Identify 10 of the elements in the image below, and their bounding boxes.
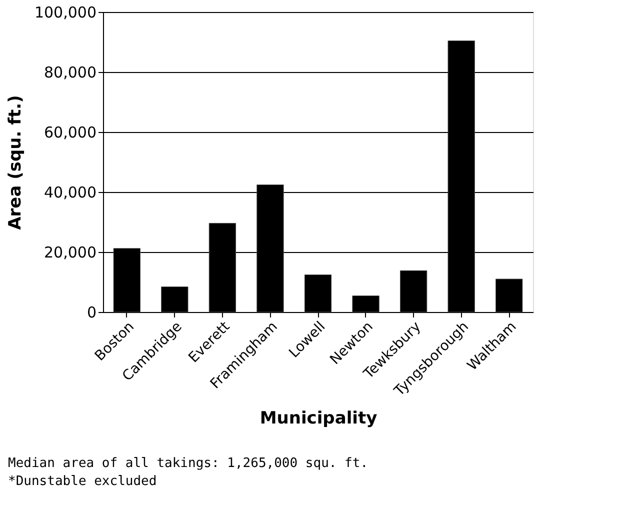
text: *Dunstable excluded [8, 474, 157, 489]
y-tick-label: 80,000 [44, 64, 96, 82]
y-tick-label: 0 [86, 304, 96, 322]
y-tick-label: 40,000 [44, 184, 96, 202]
y-tick-label: 60,000 [44, 124, 96, 142]
y-tick-label: 20,000 [44, 244, 96, 262]
x-axis-title: Municipality [260, 408, 378, 429]
y-axis-title: Area (squ. ft.) [5, 95, 26, 230]
y-tick-label: 100,000 [34, 4, 96, 22]
text: Median area of all takings: 1,265,000 squ. ft. [8, 456, 368, 471]
